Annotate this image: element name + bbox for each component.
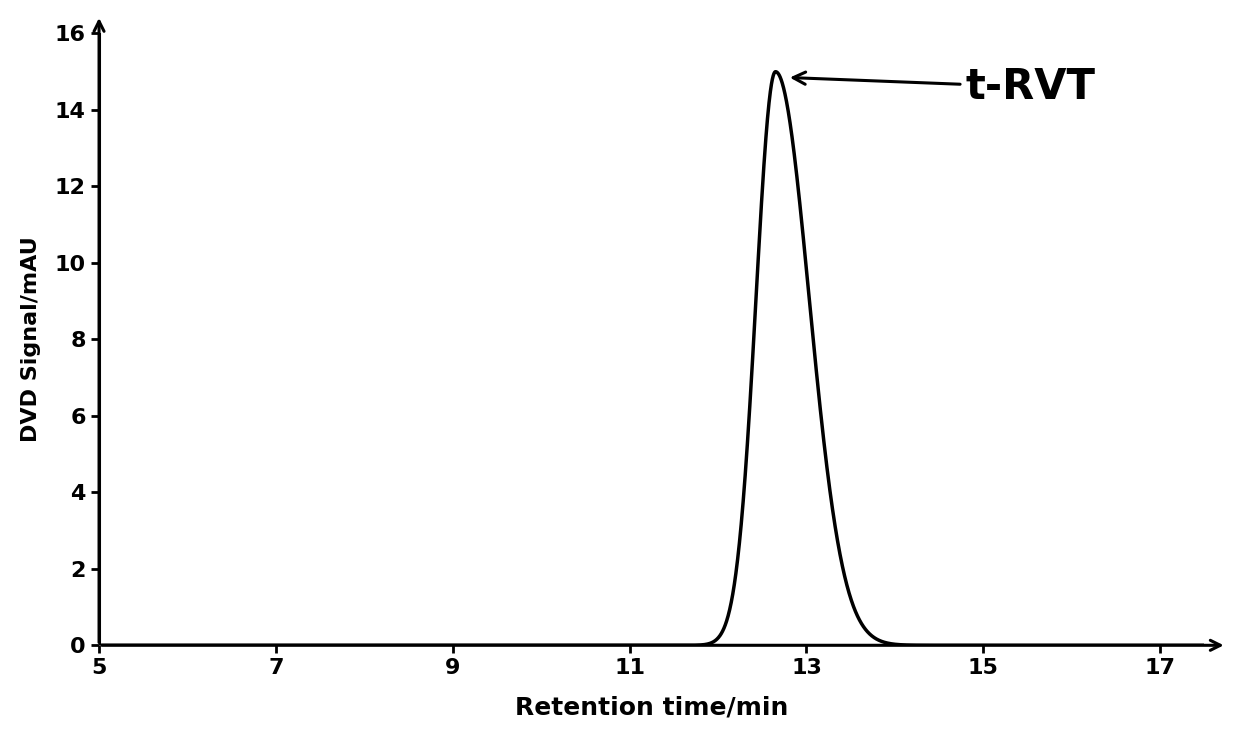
X-axis label: Retention time/min: Retention time/min (515, 695, 789, 719)
Text: t-RVT: t-RVT (794, 66, 1096, 108)
Y-axis label: DVD Signal/mAU: DVD Signal/mAU (21, 237, 41, 443)
